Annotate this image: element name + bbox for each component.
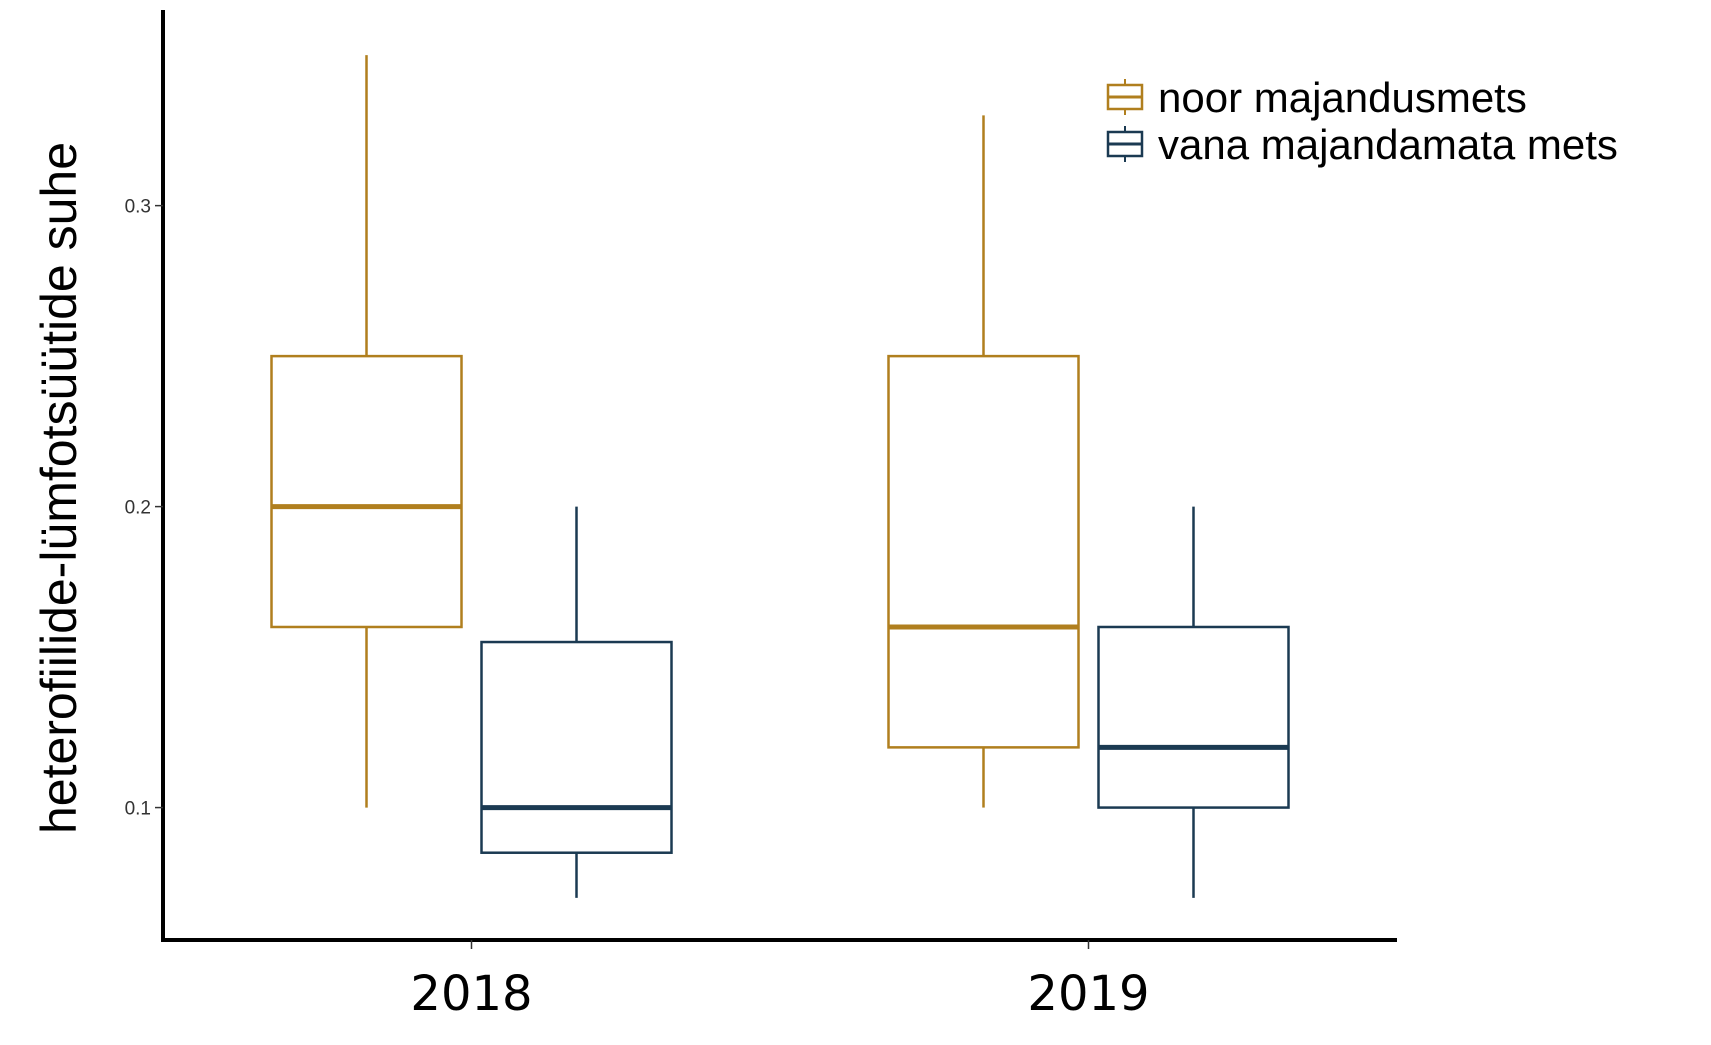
- box-iqr: [1097, 625, 1290, 809]
- y-tick-label: 0.3: [125, 197, 151, 218]
- box-iqr: [887, 354, 1080, 749]
- y-tick-label: 0.1: [125, 799, 151, 820]
- legend-key-icon: [1106, 79, 1144, 115]
- legend-label: noor majandusmets: [1158, 74, 1527, 121]
- y-axis-title-group: heterofiilide-lümfotsüütide suhe: [31, 142, 87, 834]
- box-group: [480, 506, 673, 898]
- box-group: [1097, 506, 1290, 898]
- legend-label: vana majandamata mets: [1158, 121, 1618, 168]
- box-group: [270, 55, 463, 808]
- axes: 0.1 0.2 0.3 2018 2019: [125, 10, 1397, 1022]
- box-group: [887, 115, 1080, 808]
- y-axis-title: heterofiilide-lümfotsüütide suhe: [31, 142, 87, 834]
- legend-key-icon: [1106, 126, 1144, 162]
- box-iqr: [480, 640, 673, 854]
- x-tick-label: 2018: [410, 966, 532, 1022]
- x-tick-label: 2019: [1027, 966, 1149, 1022]
- box-iqr: [270, 354, 463, 629]
- y-tick-label: 0.2: [125, 498, 151, 519]
- legend-item: vana majandamata mets: [1106, 121, 1618, 168]
- legend-item: noor majandusmets: [1106, 74, 1527, 121]
- boxes: [270, 55, 1290, 898]
